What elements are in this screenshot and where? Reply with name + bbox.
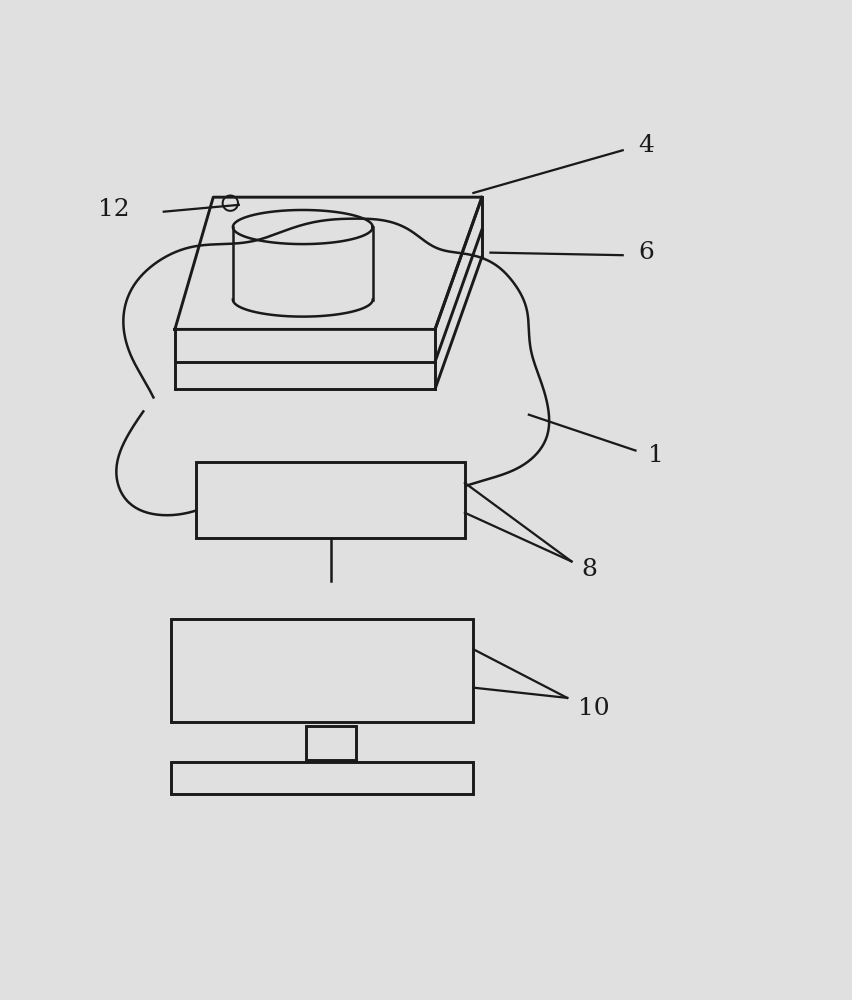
Bar: [306, 726, 355, 760]
Bar: [170, 619, 473, 722]
Text: 1: 1: [648, 444, 663, 467]
Bar: [196, 462, 464, 538]
Bar: [170, 762, 473, 794]
Text: 10: 10: [578, 697, 609, 720]
Text: 12: 12: [98, 198, 130, 221]
Text: 8: 8: [581, 558, 597, 581]
Text: 4: 4: [637, 134, 653, 157]
Text: 6: 6: [637, 241, 653, 264]
